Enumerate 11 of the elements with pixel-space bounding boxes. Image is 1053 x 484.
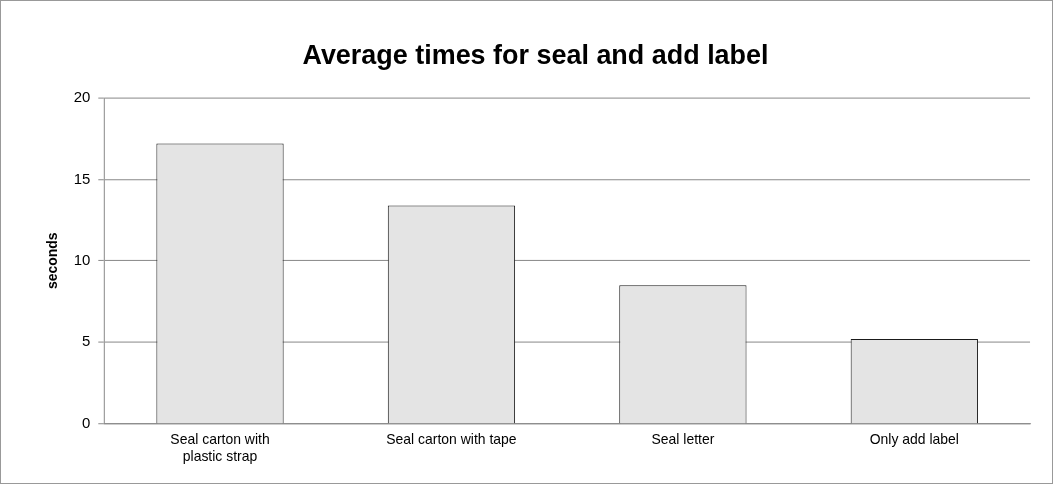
chart-title: Average times for seal and add label — [302, 40, 769, 71]
y-tick-label: 0 — [81, 413, 91, 431]
x-tick-label: Seal carton with plastic strap — [170, 430, 270, 464]
y-tick-label: 20 — [73, 88, 91, 106]
y-tick-label: 15 — [73, 169, 91, 187]
y-tick-label: 10 — [73, 250, 91, 268]
x-tick-label: Only add label — [869, 430, 959, 447]
x-tick-label: Seal letter — [651, 430, 715, 447]
x-tick-label: Seal carton with tape — [386, 430, 517, 447]
y-tick-label: 5 — [81, 332, 91, 350]
y-axis-title: seconds — [44, 232, 61, 290]
